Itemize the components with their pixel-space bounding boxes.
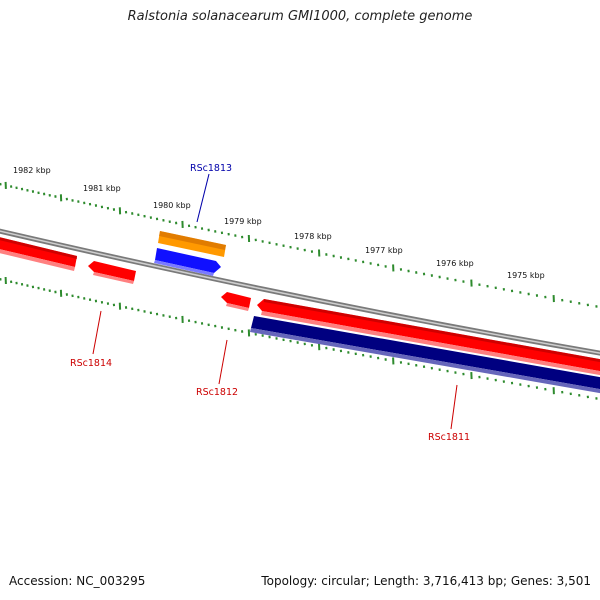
length-label: Length: <box>373 574 420 588</box>
accession-label: Accession: <box>9 574 73 588</box>
genome-summary-footer: Topology: circular; Length: 3,716,413 bp… <box>261 574 591 588</box>
accession-value: NC_003295 <box>76 574 146 588</box>
accession-footer: Accession: NC_003295 <box>9 574 145 588</box>
outer-tick-track <box>0 181 598 308</box>
gene-label-rsc1813[interactable]: RSc1813 <box>190 163 232 174</box>
kbp-label-1981: 1981 kbp <box>83 184 121 193</box>
gene-label-rsc1814[interactable]: RSc1814 <box>70 358 112 369</box>
genes-value: 3,501 <box>556 574 591 588</box>
gene-feature-rsc1812[interactable] <box>221 292 251 311</box>
topology-label: Topology: <box>261 574 318 588</box>
map-title: Ralstonia solanacearum GMI1000, complete… <box>127 9 473 24</box>
gene-label-rsc1812[interactable]: RSc1812 <box>196 387 238 398</box>
rna-feature-rsc1813[interactable] <box>158 231 226 257</box>
leader-line-rsc1812 <box>218 339 228 385</box>
genes-label: Genes: <box>510 574 553 588</box>
kbp-label-1980: 1980 kbp <box>153 201 191 210</box>
kbp-label-1976: 1976 kbp <box>436 259 474 268</box>
gene-feature-rsc1814-a[interactable] <box>0 236 77 271</box>
kbp-label-1979: 1979 kbp <box>224 217 262 226</box>
leader-line-rsc1813 <box>196 173 210 223</box>
kbp-label-group: 1982 kbp 1981 kbp 1980 kbp 1979 kbp 1978… <box>13 166 545 280</box>
kbp-label-1978: 1978 kbp <box>294 232 332 241</box>
inner-tick-track <box>0 276 598 400</box>
topology-value: circular <box>321 574 366 588</box>
kbp-label-1977: 1977 kbp <box>365 246 403 255</box>
length-value: 3,716,413 bp <box>422 574 503 588</box>
leader-line-rsc1811 <box>450 384 458 430</box>
genome-backbone-highlight <box>0 230 600 354</box>
kbp-label-1975: 1975 kbp <box>507 271 545 280</box>
kbp-label-1982: 1982 kbp <box>13 166 51 175</box>
gene-feature-rsc1814-b[interactable] <box>88 261 136 284</box>
cds-feature-rsc1813[interactable] <box>154 248 221 276</box>
gene-label-rsc1811[interactable]: RSc1811 <box>428 432 470 443</box>
leader-line-rsc1814 <box>92 310 102 355</box>
cds-feature-rsc1811[interactable] <box>250 316 600 394</box>
gene-feature-rsc1811[interactable] <box>257 299 600 376</box>
